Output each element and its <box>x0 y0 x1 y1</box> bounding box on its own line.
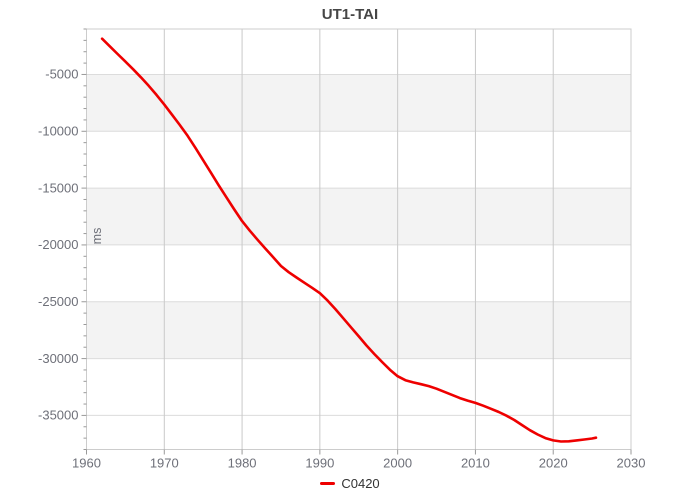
x-axis: 1960 1970 1980 1990 2000 2010 2020 2030 <box>72 449 646 471</box>
x-tick-label: 1960 <box>72 456 101 471</box>
y-tick-label: -25000 <box>38 294 78 309</box>
x-tick-label: 1990 <box>305 456 334 471</box>
legend-item[interactable]: C0420 <box>0 476 700 491</box>
y-axis-name: ms <box>90 227 104 245</box>
legend-line-icon <box>320 482 336 485</box>
y-tick-label: -15000 <box>38 180 78 195</box>
plot-border <box>86 28 632 450</box>
chart-title: UT1-TAI <box>321 6 379 23</box>
x-tick-label: 2020 <box>539 456 568 471</box>
x-tick-label: 2000 <box>383 456 412 471</box>
plot-canvas[interactable]: -5000 -10000 -15000 -20000 -25000 -30000 -3500… <box>0 0 700 472</box>
legend-label: C0420 <box>341 476 380 491</box>
y-axis: -5000 -10000 -15000 -20000 -25000 -30000 -3500… <box>38 28 87 450</box>
y-tick-label: -10000 <box>38 124 78 139</box>
y-tick-label: -35000 <box>38 408 78 423</box>
y-tick-label: -20000 <box>38 237 78 252</box>
series-line[interactable] <box>100 37 598 443</box>
split-area-bands <box>86 74 631 359</box>
x-tick-label: 2010 <box>461 456 490 471</box>
x-tick-label: 1980 <box>228 456 257 471</box>
x-tick-label: 1970 <box>150 456 179 471</box>
y-tick-label: -30000 <box>38 351 78 366</box>
x-tick-label: 2030 <box>617 456 646 471</box>
y-tick-label: -5000 <box>45 67 78 82</box>
